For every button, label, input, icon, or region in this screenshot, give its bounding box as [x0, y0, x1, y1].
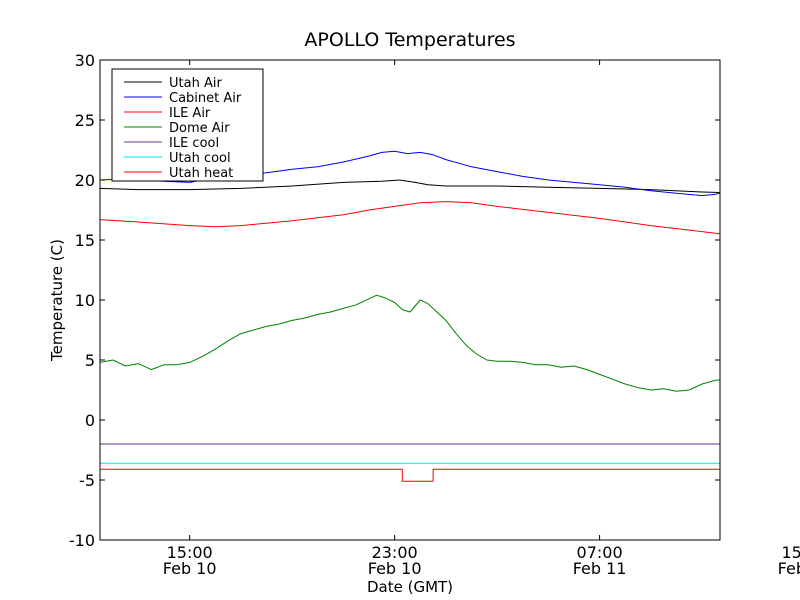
y-tick-label: 20 — [75, 171, 95, 190]
y-tick-label: 0 — [85, 411, 95, 430]
x-tick-label-time: 15:00 — [781, 543, 800, 562]
legend-label-dome-air: Dome Air — [169, 121, 230, 136]
legend-label-utah-air: Utah Air — [169, 76, 222, 91]
series-line-utah-heat — [100, 468, 720, 482]
x-tick-label-date: Feb 10 — [368, 559, 422, 578]
y-tick-label: 30 — [75, 51, 95, 70]
chart-title: APOLLO Temperatures — [304, 29, 515, 51]
x-axis-label: Date (GMT) — [367, 578, 453, 596]
legend-box — [111, 68, 264, 182]
legend-label-utah-heat: Utah heat — [169, 166, 233, 181]
x-tick-label-time: 23:00 — [372, 543, 418, 562]
legend-label-cabinet-air: Cabinet Air — [169, 91, 242, 106]
series-line-ile-air — [100, 201, 720, 235]
y-tick-label: 15 — [75, 231, 95, 250]
x-tick-label-date: Feb 11 — [573, 559, 627, 578]
y-tick-label: -10 — [69, 531, 95, 550]
x-tick-label-date: Feb 11 — [778, 559, 800, 578]
y-tick-label: 25 — [75, 111, 95, 130]
x-tick-label-date: Feb 10 — [163, 559, 217, 578]
x-tick-label-time: 07:00 — [577, 543, 623, 562]
series-line-dome-air — [100, 294, 720, 392]
series-line-cabinet-air — [100, 150, 720, 197]
series-line-utah-air — [100, 179, 720, 194]
legend-label-ile-cool: ILE cool — [169, 136, 219, 151]
y-tick-label: 10 — [75, 291, 95, 310]
y-tick-label: 5 — [85, 351, 95, 370]
legend-label-utah-cool: Utah cool — [169, 151, 231, 166]
y-tick-label: -5 — [79, 471, 95, 490]
legend-label-ile-air: ILE Air — [169, 106, 211, 121]
plot-frame — [99, 59, 721, 541]
x-tick-label-time: 15:00 — [167, 543, 213, 562]
y-axis-label: Temperature (C) — [48, 239, 66, 362]
